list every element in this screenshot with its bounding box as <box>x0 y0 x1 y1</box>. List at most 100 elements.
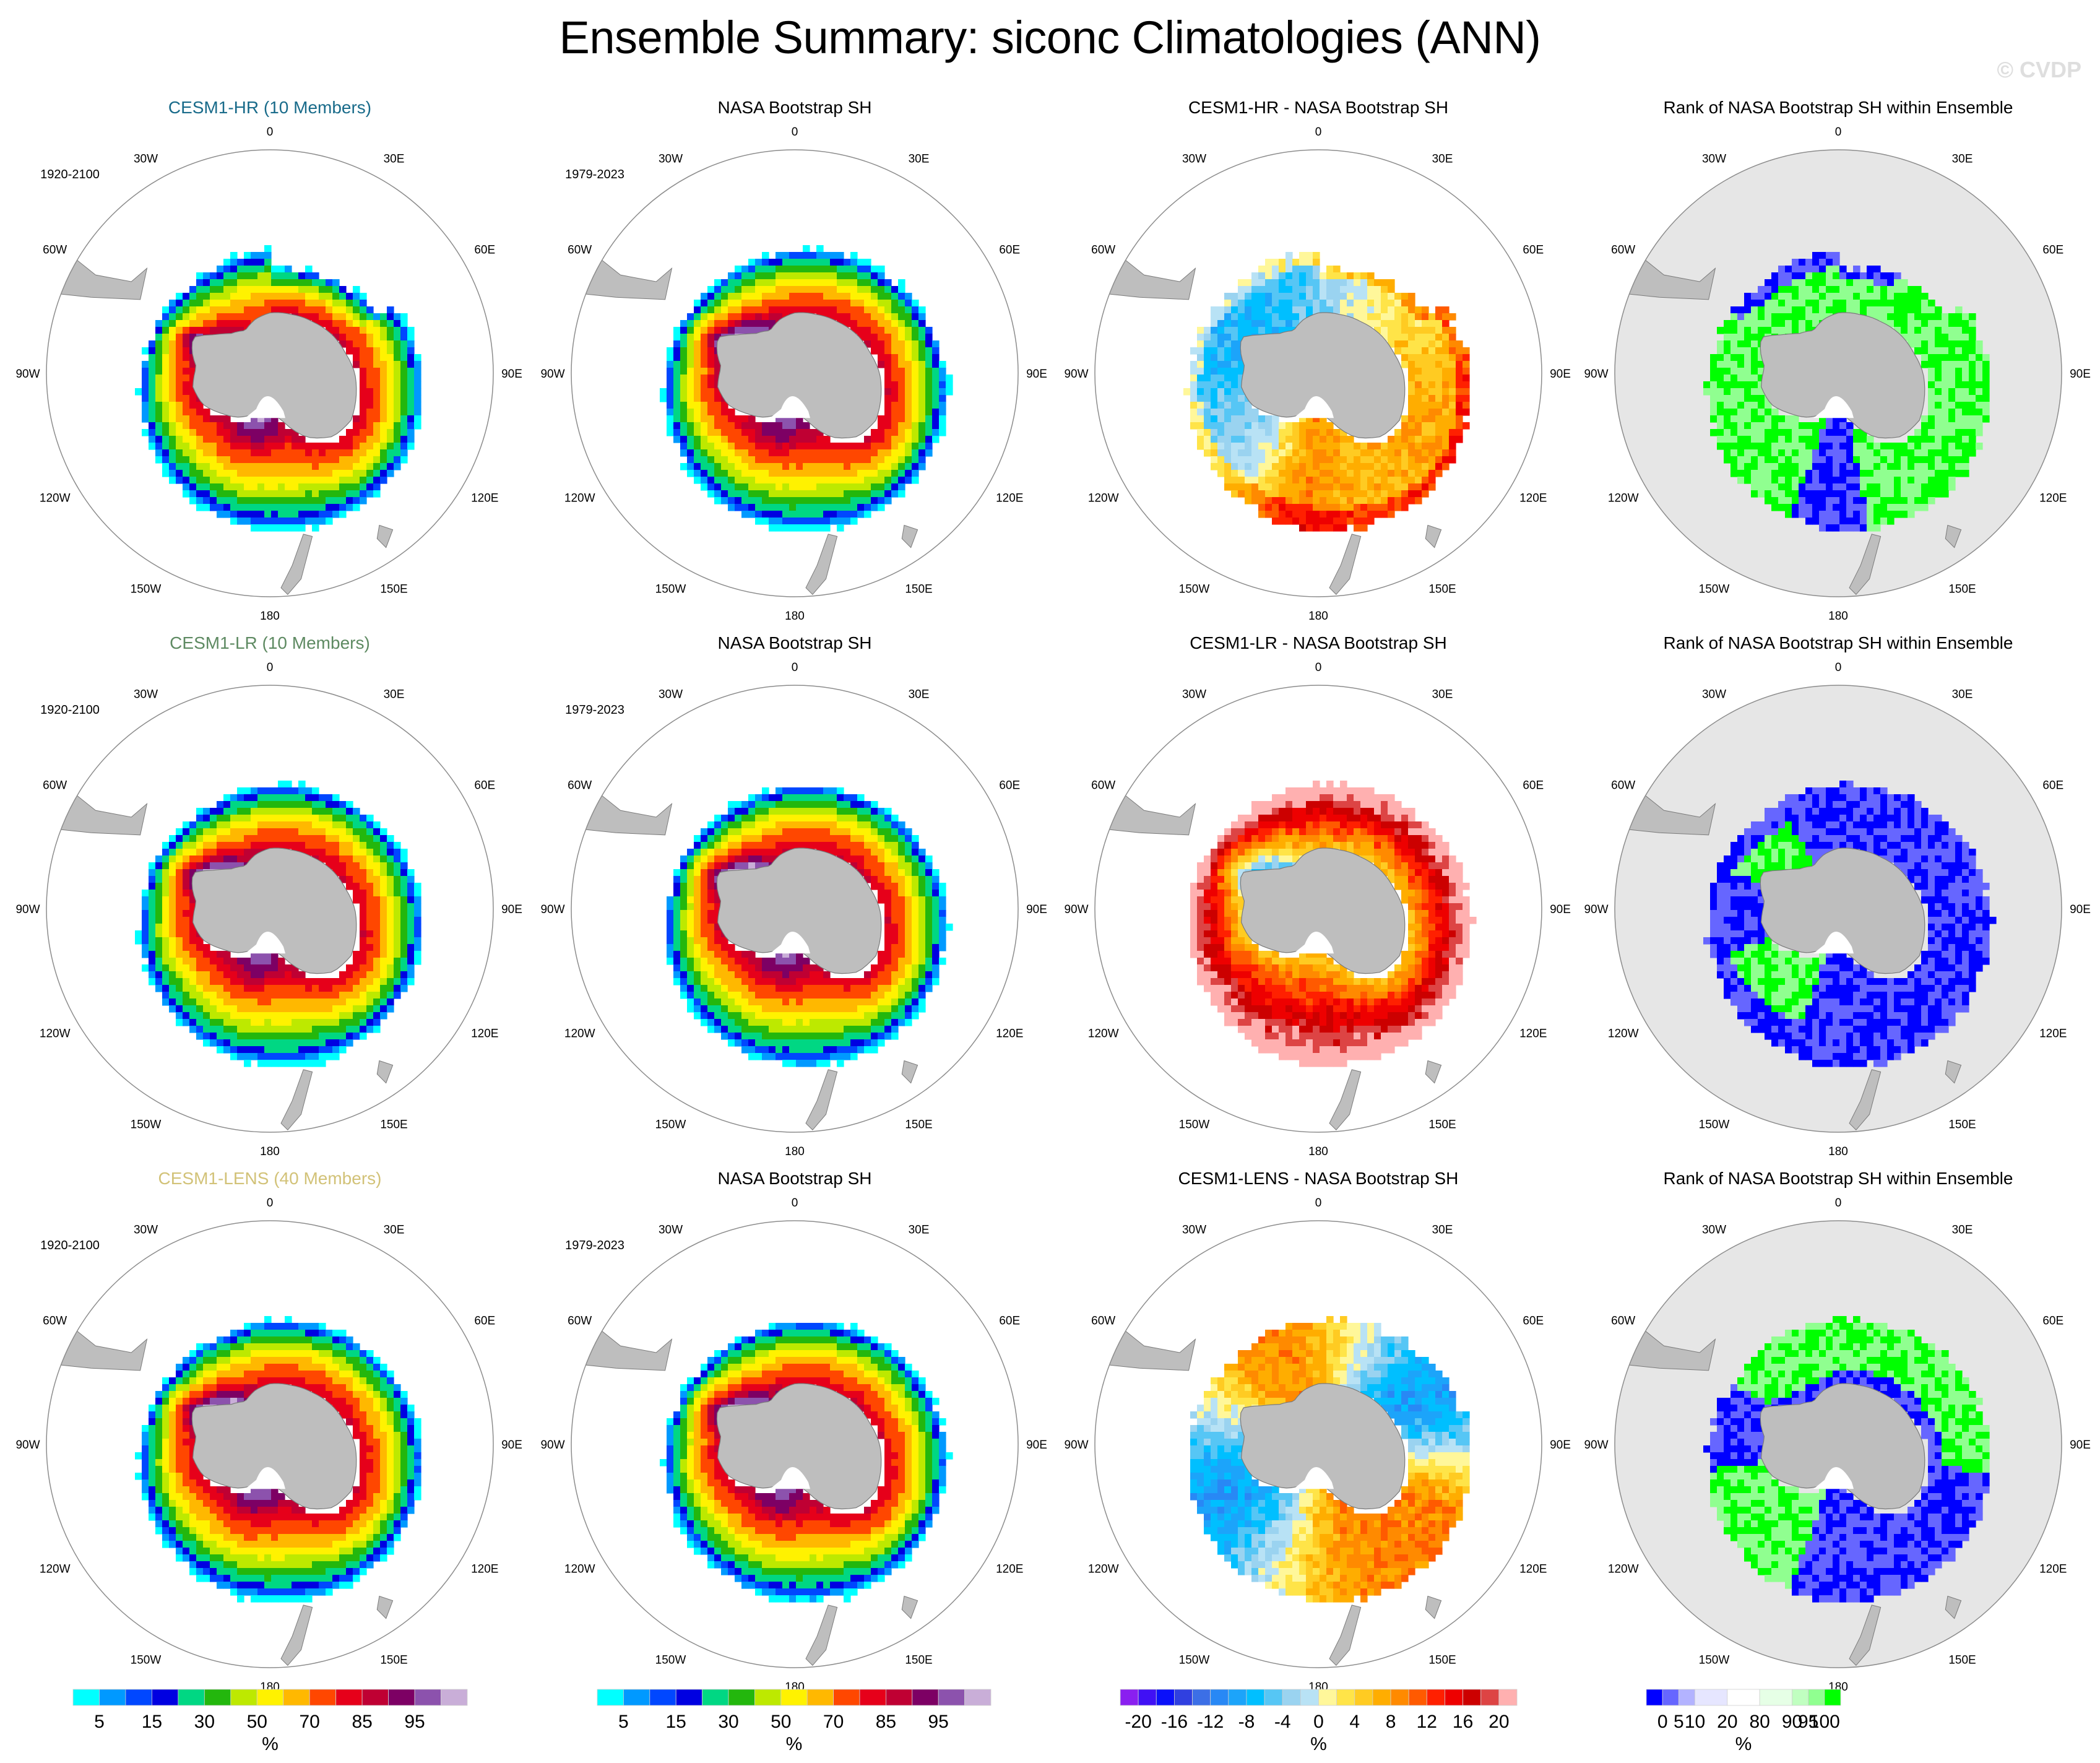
grid-cell <box>292 835 299 843</box>
grid-cell <box>1880 306 1888 314</box>
grid-cell <box>217 998 224 1006</box>
grid-cell <box>1428 429 1436 436</box>
grid-cell <box>285 463 292 470</box>
grid-cell <box>932 422 940 430</box>
grid-cell <box>1197 409 1204 416</box>
grid-cell <box>1340 306 1347 314</box>
grid-cell <box>305 985 313 992</box>
grid-cell <box>1415 497 1422 505</box>
grid-cell <box>1285 449 1293 457</box>
grid-cell <box>789 449 797 457</box>
grid-cell <box>905 463 912 470</box>
grid-cell <box>803 286 810 293</box>
grid-cell <box>1415 361 1422 368</box>
grid-cell <box>755 293 763 300</box>
grid-cell <box>1928 477 1935 484</box>
grid-cell <box>285 781 292 788</box>
grid-cell <box>748 456 756 464</box>
grid-cell <box>728 463 735 470</box>
grid-cell <box>721 436 728 443</box>
grid-cell <box>1340 463 1347 470</box>
grid-cell <box>1285 504 1293 511</box>
grid-cell <box>1860 279 1867 287</box>
grid-cell <box>735 279 742 287</box>
grid-cell <box>1231 300 1238 307</box>
grid-cell <box>271 422 279 430</box>
grid-cell <box>251 504 258 511</box>
grid-cell <box>1367 463 1375 470</box>
grid-cell <box>748 504 756 511</box>
grid-cell <box>748 327 756 334</box>
grid-cell <box>1717 347 1724 355</box>
grid-cell <box>223 456 231 464</box>
grid-cell <box>394 917 401 924</box>
grid-cell <box>319 504 326 511</box>
grid-cell <box>189 985 197 992</box>
grid-cell <box>1231 436 1238 443</box>
grid-cell <box>407 944 415 951</box>
grid-cell <box>1901 470 1908 477</box>
grid-cell <box>1354 449 1361 457</box>
grid-cell <box>366 821 374 829</box>
grid-cell <box>271 835 279 843</box>
grid-cell <box>189 402 197 409</box>
grid-cell <box>1799 456 1806 464</box>
grid-cell <box>244 787 251 795</box>
grid-cell <box>319 463 326 470</box>
grid-cell <box>1265 449 1273 457</box>
grid-cell <box>1320 456 1327 464</box>
grid-cell <box>271 794 279 802</box>
map-boundary <box>571 149 1019 597</box>
grid-cell <box>1955 463 1963 470</box>
grid-cell <box>292 286 299 293</box>
grid-cell <box>694 340 701 348</box>
grid-cell <box>346 497 353 505</box>
grid-cell <box>387 470 394 477</box>
grid-cell <box>687 381 694 389</box>
grid-cell <box>230 1039 238 1047</box>
grid-cell <box>837 266 844 273</box>
grid-cell <box>360 964 367 972</box>
grid-cell <box>373 828 381 836</box>
grid-cell <box>1306 449 1313 457</box>
grid-cell <box>1360 286 1368 293</box>
grid-cell <box>1299 279 1307 287</box>
grid-cell <box>176 869 183 877</box>
grid-cell <box>1758 395 1765 402</box>
grid-cell <box>844 449 851 457</box>
grid-cell <box>394 463 401 470</box>
grid-cell <box>373 883 381 890</box>
grid-cell <box>1217 415 1225 423</box>
grid-cell <box>1333 429 1341 436</box>
grid-cell <box>762 327 769 334</box>
grid-cell <box>380 375 387 382</box>
grid-cell <box>1292 279 1300 287</box>
grid-cell <box>394 903 401 911</box>
grid-cell <box>353 320 360 327</box>
grid-cell <box>353 300 360 307</box>
grid-cell <box>380 340 387 348</box>
grid-cell <box>1217 327 1225 334</box>
grid-cell <box>346 815 353 822</box>
grid-cell <box>1962 422 1969 430</box>
grid-cell <box>755 518 763 525</box>
grid-cell <box>721 449 728 457</box>
grid-cell <box>769 422 776 430</box>
grid-cell <box>1914 449 1922 457</box>
grid-cell <box>251 821 258 829</box>
grid-cell <box>1744 409 1752 416</box>
grid-cell <box>776 259 783 266</box>
grid-cell <box>871 300 878 307</box>
grid-cell <box>1867 436 1874 443</box>
grid-cell <box>1948 368 1956 375</box>
grid-cell <box>1354 286 1361 293</box>
grid-cell <box>884 327 892 334</box>
grid-cell <box>346 463 353 470</box>
grid-cell <box>1435 443 1443 450</box>
grid-cell <box>400 964 408 972</box>
grid-cell <box>898 422 905 430</box>
grid-cell <box>1853 279 1860 287</box>
grid-cell <box>1197 368 1204 375</box>
grid-cell <box>189 896 197 904</box>
grid-cell <box>360 300 367 307</box>
